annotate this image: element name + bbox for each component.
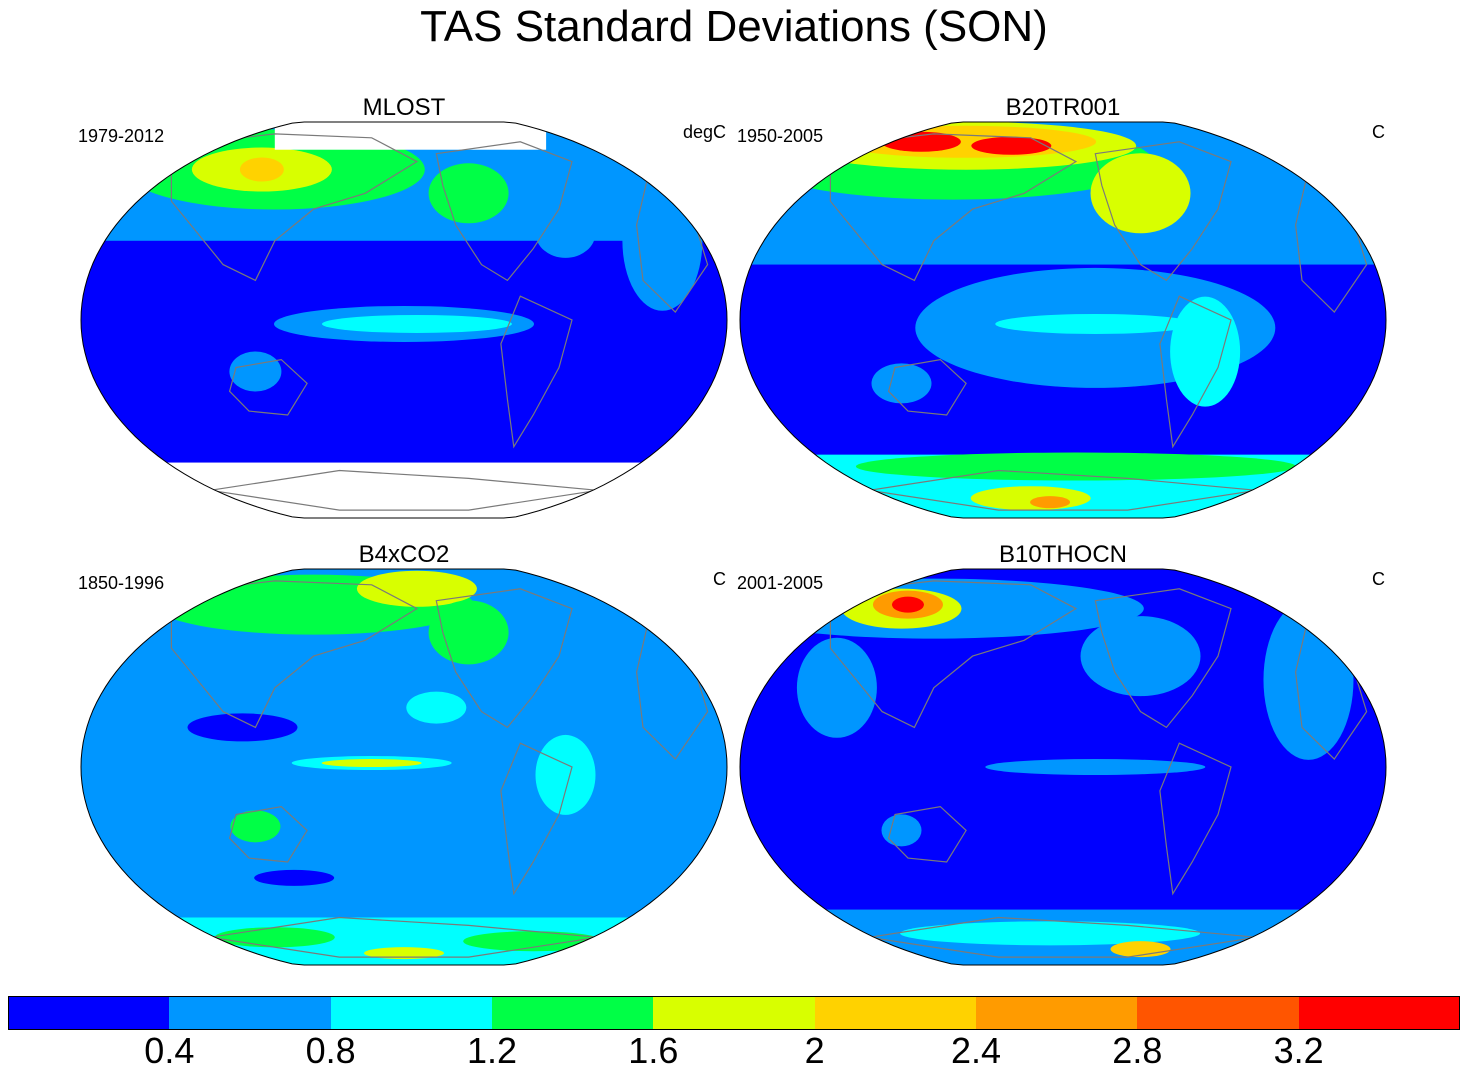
colorbar-label: 1.2	[466, 1030, 518, 1071]
panel-units: degC	[682, 122, 726, 142]
panel-b4xco2: B4xCO2 1850-1996 C	[74, 541, 734, 991]
colorbar-swatch	[975, 996, 1138, 1030]
map-mlost	[80, 121, 728, 519]
panel-mlost: MLOST 1979-2012 degC	[74, 94, 734, 544]
colorbar-labels: 0.4 0.8 1.2 1.6 2 2.4 2.8 3.2	[8, 1030, 1460, 1075]
panel-title: B20TR001	[1005, 94, 1121, 121]
colorbar-label: 1.6	[628, 1030, 679, 1071]
figure-title: TAS Standard Deviations (SON)	[420, 2, 1048, 51]
colorbar-swatch	[8, 996, 170, 1030]
panel-title: MLOST	[362, 94, 446, 121]
panel-units: C	[713, 569, 726, 589]
panel-period: 1850-1996	[78, 573, 165, 593]
map-b20tr001	[739, 121, 1387, 519]
panel-b20tr001: B20TR001 1950-2005 C	[733, 94, 1393, 544]
panel-period: 1979-2012	[78, 126, 165, 146]
colorbar-swatch	[491, 996, 654, 1030]
panel-units: C	[1372, 122, 1385, 142]
colorbar-label: 2	[804, 1030, 825, 1071]
colorbar-swatch	[330, 996, 492, 1030]
colorbar-swatch	[1298, 996, 1460, 1030]
panel-title: B4xCO2	[358, 541, 450, 568]
colorbar-label: 3.2	[1273, 1030, 1324, 1071]
colorbar-label: 0.8	[305, 1030, 356, 1071]
colorbar-border	[8, 996, 1460, 1030]
panel-period: 2001-2005	[737, 573, 824, 593]
colorbar-label: 0.4	[144, 1030, 195, 1071]
colorbar-label: 2.4	[950, 1030, 1002, 1071]
colorbar-swatch	[653, 996, 815, 1030]
colorbar-swatch	[814, 996, 976, 1030]
map-b4xco2	[80, 568, 728, 966]
colorbar-swatch	[169, 996, 331, 1030]
colorbar	[8, 996, 1460, 1030]
panel-units: C	[1372, 569, 1385, 589]
panel-b10thocn: B10THOCN 2001-2005 C	[733, 541, 1393, 991]
map-b10thocn	[739, 568, 1387, 966]
panel-period: 1950-2005	[737, 126, 824, 146]
colorbar-label: 2.8	[1112, 1030, 1163, 1071]
colorbar-swatch	[1137, 996, 1299, 1030]
panel-title: B10THOCN	[998, 541, 1128, 568]
